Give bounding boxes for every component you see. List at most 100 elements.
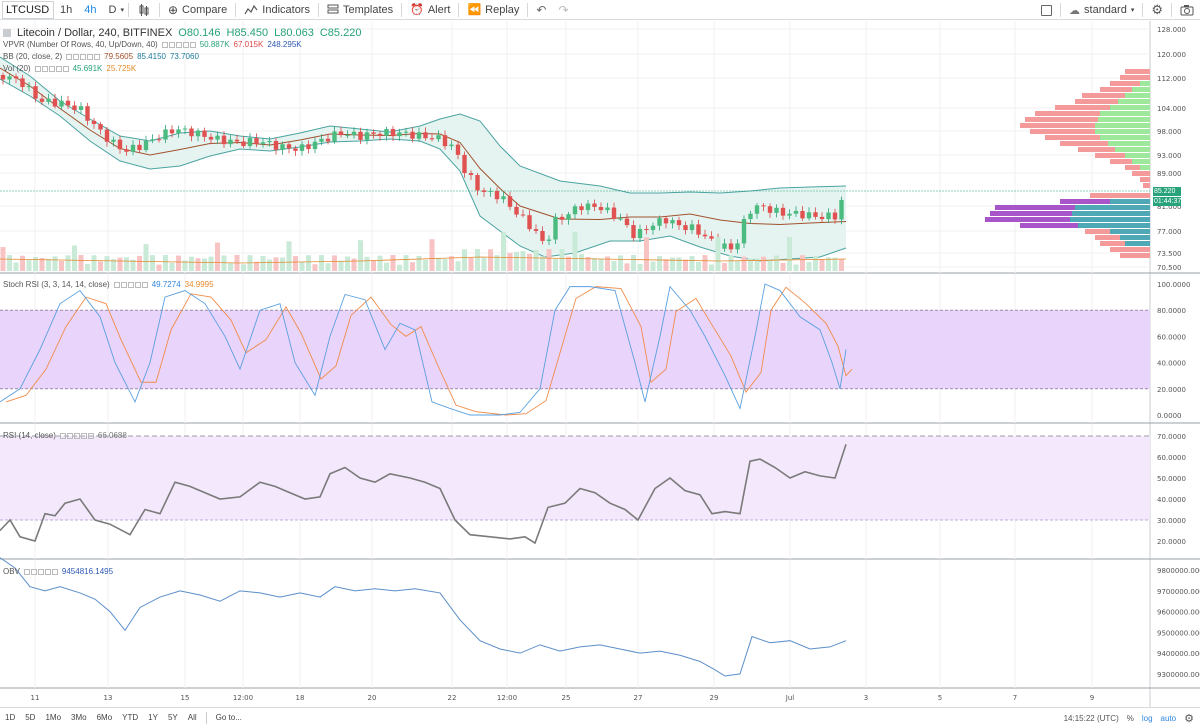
- candle-body: [735, 243, 740, 250]
- layout-label: standard: [1084, 4, 1127, 16]
- gear-icon[interactable]: ⚙: [1184, 712, 1194, 725]
- candle-body: [533, 229, 539, 231]
- interval-1h[interactable]: 1h: [60, 3, 73, 16]
- rsi-axis-label: 70.0000: [1157, 433, 1186, 441]
- undo-button[interactable]: ↶: [530, 0, 552, 20]
- stoch-label: Stoch RSI (3, 3, 14, 14, close): [3, 280, 110, 289]
- vpvr-value-up: 50.887K: [199, 40, 230, 49]
- volume-bar: [176, 255, 181, 271]
- replay-button[interactable]: ⏪ Replay: [461, 0, 525, 20]
- goto-button[interactable]: Go to...: [215, 713, 242, 722]
- templates-button[interactable]: Templates: [321, 0, 399, 20]
- volume-profile-bar: [1132, 171, 1150, 176]
- volume-bar: [637, 264, 643, 271]
- volume-bar: [260, 256, 266, 271]
- volume-bar: [169, 262, 175, 271]
- compare-button[interactable]: ⊕ Compare: [162, 0, 233, 20]
- templates-icon: [327, 4, 339, 13]
- candle-body: [657, 218, 662, 226]
- vol-ma-value: 25.725K: [106, 64, 137, 73]
- chart-canvas[interactable]: 128.000 120.000 112.000 104.000 98.000 93.000…: [0, 21, 1200, 707]
- candle-body: [631, 225, 636, 239]
- chart-type-button[interactable]: [131, 0, 157, 20]
- vol-legend[interactable]: Vol (20) 45.691K 25.725K: [3, 64, 136, 73]
- legend-controls[interactable]: [113, 281, 148, 288]
- auto-toggle[interactable]: auto: [1160, 713, 1177, 723]
- volume-profile-value-area-bar: [1110, 229, 1150, 234]
- rsi-legend[interactable]: RSI (14, close) 66.0688: [3, 431, 127, 440]
- layout-select[interactable]: ☁ standard ▾: [1063, 0, 1140, 20]
- undo-icon: ↶: [536, 2, 547, 17]
- stoch-axis-label: 100.0000: [1157, 281, 1190, 289]
- vpvr-value-total: 248.295K: [267, 40, 302, 49]
- camera-button[interactable]: [1174, 0, 1200, 20]
- volume-bar: [813, 255, 818, 271]
- range-1mo[interactable]: 1Mo: [45, 713, 62, 722]
- alert-button[interactable]: ⏰ Alert: [404, 0, 456, 20]
- volume-bar: [533, 249, 539, 271]
- volume-bar: [351, 258, 357, 271]
- interval-d-label: D: [108, 3, 117, 16]
- candle-body: [143, 140, 149, 151]
- fullscreen-button[interactable]: [1035, 0, 1058, 20]
- bb-legend[interactable]: BB (20, close, 2) 79.5605 85.4150 73.706…: [3, 52, 199, 61]
- volume-bar: [826, 257, 831, 271]
- indicators-button[interactable]: Indicators: [238, 0, 316, 20]
- volume-profile-bar: [990, 211, 1150, 216]
- vpvr-legend[interactable]: VPVR (Number Of Rows, 40, Up/Down, 40) 5…: [3, 40, 302, 49]
- rsi-axis-label: 40.0000: [1157, 496, 1186, 504]
- range-5y[interactable]: 5Y: [167, 713, 178, 722]
- range-1d[interactable]: 1D: [5, 713, 16, 722]
- candle-body: [299, 144, 305, 151]
- range-all[interactable]: All: [187, 713, 197, 722]
- range-3mo[interactable]: 3Mo: [71, 713, 87, 722]
- log-toggle[interactable]: log: [1141, 713, 1153, 723]
- volume-bar: [241, 264, 246, 271]
- price-axis-label: 73.500: [1157, 250, 1182, 258]
- obv-legend[interactable]: OBV 9454816.1495: [3, 567, 113, 576]
- candle-body: [813, 212, 818, 217]
- candle-body: [566, 214, 571, 220]
- symbol-search-input[interactable]: LTCUSD: [2, 0, 54, 19]
- candle-body: [254, 138, 259, 144]
- candle-body: [579, 206, 584, 211]
- range-5d[interactable]: 5D: [25, 713, 36, 722]
- candle-body: [410, 131, 415, 139]
- legend-controls[interactable]: [59, 432, 94, 439]
- candle-body: [319, 138, 324, 142]
- range-ytd[interactable]: YTD: [122, 713, 139, 722]
- chart-area[interactable]: 128.000 120.000 112.000 104.000 98.000 93.000…: [0, 21, 1200, 707]
- stoch-legend[interactable]: Stoch RSI (3, 3, 14, 14, close) 49.7274 …: [3, 280, 214, 289]
- legend-controls[interactable]: [66, 53, 101, 60]
- volume-bar: [254, 261, 259, 271]
- gear-icon: ⚙: [1151, 2, 1163, 17]
- volume-bar: [332, 255, 337, 271]
- bottom-right-controls: 14:15:22 (UTC) % log auto ⚙: [1064, 708, 1200, 728]
- stoch-d-line: [5, 286, 853, 416]
- legend-controls[interactable]: [34, 65, 69, 72]
- range-6mo[interactable]: 6Mo: [96, 713, 113, 722]
- volume-profile-bar: [1125, 165, 1150, 170]
- settings-button[interactable]: ⚙: [1145, 0, 1169, 20]
- volume-profile-value-area-bar: [1075, 205, 1150, 210]
- toolbar-divider: [205, 711, 207, 724]
- candle-body: [618, 218, 623, 220]
- interval-d[interactable]: D ▾: [103, 0, 126, 20]
- cloud-icon: ☁: [1069, 4, 1081, 17]
- range-1y[interactable]: 1Y: [148, 713, 158, 722]
- volume-bar: [137, 255, 142, 271]
- volume-bar: [488, 249, 493, 271]
- toolbar-divider: [1171, 3, 1172, 17]
- legend-controls[interactable]: [161, 41, 196, 48]
- volume-bar: [572, 231, 578, 271]
- legend-controls[interactable]: [23, 568, 58, 575]
- candle-body: [91, 120, 97, 124]
- volume-bar: [663, 259, 669, 271]
- time-axis-label: 12:00: [497, 694, 517, 702]
- candle-body: [0, 75, 6, 80]
- redo-button[interactable]: ↷: [552, 0, 574, 20]
- stoch-k-line: [0, 283, 847, 416]
- interval-4h[interactable]: 4h: [84, 3, 97, 16]
- percent-toggle[interactable]: %: [1126, 713, 1134, 723]
- volume-bar: [761, 256, 766, 271]
